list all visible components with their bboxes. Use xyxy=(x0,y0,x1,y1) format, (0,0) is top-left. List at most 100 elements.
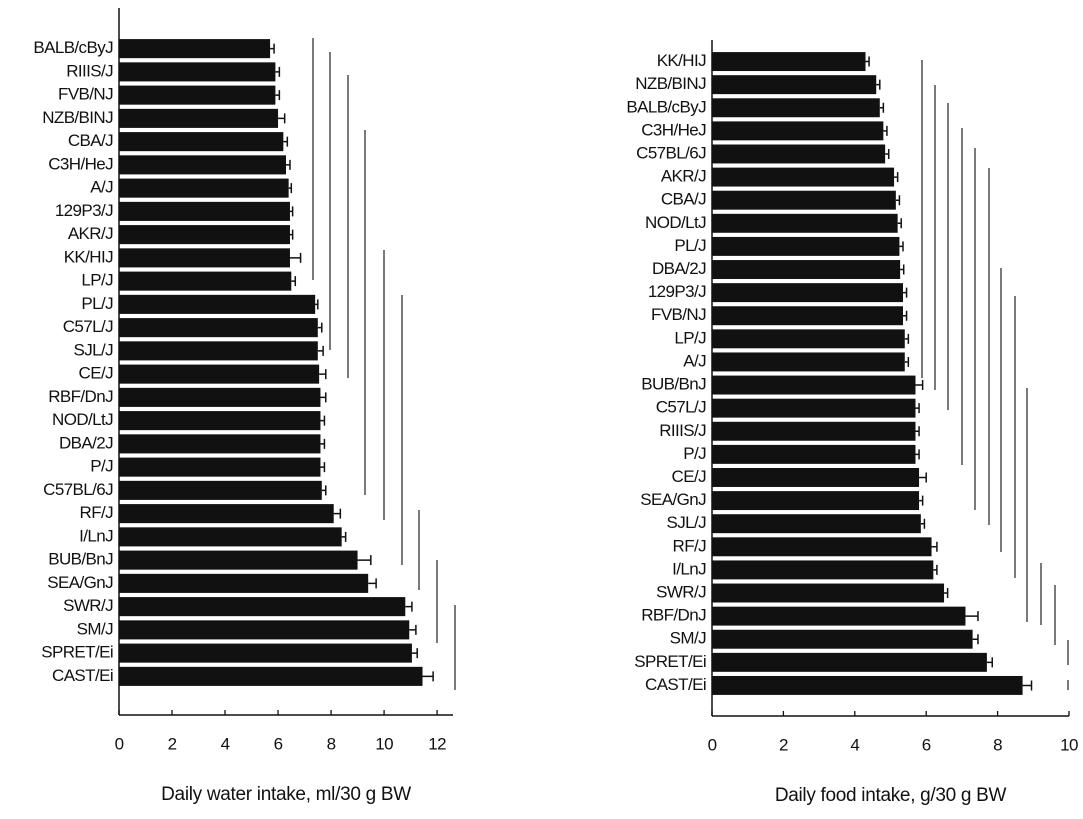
y-tick-label: RF/J xyxy=(673,536,707,555)
error-bar xyxy=(317,345,324,356)
bar xyxy=(712,537,932,557)
error-bar xyxy=(315,299,319,310)
y-tick-label: SM/J xyxy=(77,619,113,638)
error-bar xyxy=(320,392,327,403)
y-tick-label: RBF/DnJ xyxy=(641,606,706,625)
bar xyxy=(119,271,292,291)
error-bar xyxy=(368,578,377,589)
y-tick-label: PL/J xyxy=(81,294,113,313)
x-tick-label: 10 xyxy=(375,734,393,753)
error-bar xyxy=(915,403,920,414)
y-tick-label: BALB/cByJ xyxy=(626,97,706,116)
y-tick-label: SJL/J xyxy=(73,340,113,359)
bar xyxy=(119,294,316,314)
y-tick-label: NOD/LtJ xyxy=(645,213,706,232)
bar xyxy=(119,178,289,198)
x-tick-label: 4 xyxy=(850,735,859,754)
error-bar xyxy=(288,183,293,194)
y-tick-label: C3H/HeJ xyxy=(641,120,706,139)
bar xyxy=(712,444,916,464)
bar xyxy=(712,260,901,279)
y-tick-label: LP/J xyxy=(81,271,113,290)
x-tick-label: 0 xyxy=(115,734,124,753)
error-bar xyxy=(902,287,908,298)
y-tick-label: FVB/NJ xyxy=(651,305,706,324)
bar xyxy=(712,167,895,187)
bar xyxy=(712,98,880,118)
bar xyxy=(712,398,916,418)
y-tick-label: C57L/J xyxy=(656,398,706,417)
bar xyxy=(712,329,905,349)
y-tick-label: BUB/BnJ xyxy=(48,550,113,569)
bar xyxy=(119,597,406,617)
y-tick-label: CBA/J xyxy=(68,131,113,150)
error-bar xyxy=(920,518,926,529)
y-tick-label: CE/J xyxy=(672,467,707,486)
error-bar xyxy=(894,172,899,183)
bar xyxy=(712,629,973,649)
bar xyxy=(712,583,945,603)
bar xyxy=(712,52,866,72)
y-tick-label: I/LnJ xyxy=(672,559,706,578)
bar xyxy=(119,666,423,686)
x-tick-label: 0 xyxy=(708,735,717,754)
x-tick-label: 6 xyxy=(274,734,283,753)
x-axis-title: Daily water intake, ml/30 g BW xyxy=(161,784,411,805)
y-tick-label: CBA/J xyxy=(661,190,706,209)
error-bar xyxy=(865,56,870,67)
error-bar xyxy=(915,426,920,437)
error-bar xyxy=(409,624,417,635)
error-bar xyxy=(317,322,323,333)
y-tick-label: SEA/GnJ xyxy=(47,573,113,592)
y-tick-label: C57BL/6J xyxy=(636,143,706,162)
bar xyxy=(712,144,886,164)
bar xyxy=(712,675,1023,695)
bar xyxy=(119,364,320,384)
bar xyxy=(119,155,286,175)
bar xyxy=(119,85,276,105)
y-tick-label: BUB/BnJ xyxy=(641,375,706,394)
y-tick-label: C57BL/6J xyxy=(43,480,113,499)
error-bar xyxy=(933,564,938,575)
error-bar xyxy=(904,333,910,344)
error-bar xyxy=(915,449,920,460)
bar xyxy=(712,121,884,141)
error-bar xyxy=(879,102,885,113)
y-tick-label: KK/HIJ xyxy=(657,51,706,70)
x-tick-label: 8 xyxy=(993,735,1002,754)
y-tick-label: SJL/J xyxy=(666,513,706,532)
y-tick-label: LP/J xyxy=(674,328,706,347)
error-bar xyxy=(286,159,291,170)
y-tick-label: RBF/DnJ xyxy=(48,387,113,406)
error-bar xyxy=(919,472,927,483)
y-tick-label: SPRET/Ei xyxy=(41,643,113,662)
x-tick-label: 6 xyxy=(922,735,931,754)
x-tick-label: 4 xyxy=(221,734,230,753)
y-tick-label: SPRET/Ei xyxy=(634,652,706,671)
y-tick-label: SWR/J xyxy=(63,596,113,615)
error-bar xyxy=(270,43,275,54)
bar xyxy=(712,352,905,372)
error-bar xyxy=(902,310,908,321)
error-bar xyxy=(944,588,949,599)
y-tick-label: 129P3/J xyxy=(648,282,706,301)
error-bar xyxy=(897,218,902,229)
error-bar xyxy=(320,415,326,426)
error-bar xyxy=(899,241,904,252)
x-tick-label: 2 xyxy=(779,735,788,754)
error-bar xyxy=(915,380,924,391)
error-bar xyxy=(289,252,302,263)
bar xyxy=(712,190,896,210)
error-bar xyxy=(411,648,418,659)
x-tick-label: 12 xyxy=(428,734,446,753)
bar xyxy=(712,468,920,487)
error-bar xyxy=(341,531,347,542)
y-tick-label: NZB/BINJ xyxy=(635,74,706,93)
bar xyxy=(119,318,318,338)
error-bar xyxy=(320,438,326,449)
bar xyxy=(119,39,271,59)
x-tick-label: 2 xyxy=(168,734,177,753)
bar xyxy=(119,62,276,82)
error-bar xyxy=(965,611,979,622)
y-tick-label: C3H/HeJ xyxy=(48,154,113,173)
